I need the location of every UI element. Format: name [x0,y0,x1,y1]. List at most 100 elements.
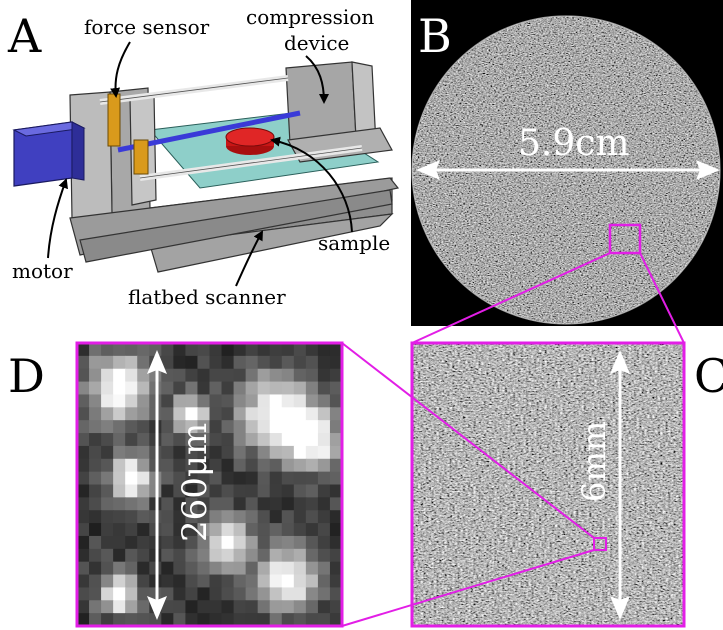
pixel-cell [161,433,174,447]
pixel-cell [125,510,138,524]
pixel-cell [173,484,187,498]
pixel-cell [221,420,235,434]
pixel-cell [89,574,102,589]
pixel-cell [173,600,187,614]
pixel-cell [113,484,126,498]
pixel-cell [197,343,211,357]
sample-illustration [225,127,275,155]
pixel-cell [257,407,271,421]
pixel-cell [329,535,343,550]
pixel-cell [281,433,295,447]
pixel-cell [257,535,271,550]
pixel-cell [197,484,211,498]
pixel-cell [317,574,331,589]
pixel-cell [317,420,331,434]
pixel-cell [233,497,247,511]
pixel-cell [89,368,102,383]
pixel-cell [185,510,199,524]
pixel-cell [173,355,187,370]
pixel-cell [257,523,271,537]
pixel-cell [149,343,162,357]
pixel-cell [113,420,126,434]
compression-device-label-line-1: compression [246,5,374,29]
pixel-cell [329,458,343,473]
pixel-cell [209,420,223,434]
pixel-cell [209,535,223,550]
pixel-cell [233,343,247,357]
pixel-cell [89,420,102,434]
pixel-cell [185,523,199,537]
pixel-cell [293,587,307,601]
pixel-cell [233,561,247,576]
pixel-cell [101,407,114,421]
pixel-cell [209,561,223,576]
pixel-cell [173,535,187,550]
pixel-cell [257,510,271,524]
pixel-cell [293,510,307,524]
compression-device-illustration [69,61,400,263]
pixel-cell [305,561,319,576]
zoom-connector-top [341,342,595,539]
pixel-cell [269,484,283,498]
pixel-cell [317,368,331,383]
pixel-cell [197,587,211,601]
pixel-cell [173,548,187,563]
panel-d: D 260μm [8,341,344,628]
pixel-cell [329,355,343,370]
pixel-cell [281,458,295,473]
pixel-cell [293,574,307,589]
pixel-cell [77,355,90,370]
pixel-cell [101,471,114,486]
pixel-cell [161,613,174,627]
pixel-cell [89,343,102,357]
pixel-cell [113,458,126,473]
pixel-cell [293,343,307,357]
pixel-cell [329,613,343,627]
pixel-cell [317,394,331,408]
pixel-cell [305,484,319,498]
pixel-cell [305,523,319,537]
panel-letter-a: A [7,9,42,63]
pixel-cell [221,574,235,589]
pixel-cell [305,355,319,370]
panel-letter-b: B [418,9,452,63]
pixel-cell [173,613,187,627]
pixel-cell [77,497,90,511]
pixel-cell [89,355,102,370]
pixel-cell [293,561,307,576]
pixel-cell [305,458,319,473]
pixel-cell [305,343,319,357]
pixel-cell [161,381,174,396]
pixel-cell [101,613,114,627]
pixel-cell [137,355,150,370]
pixel-cell [137,368,150,383]
pixel-cell [161,548,174,563]
pixel-cell [317,548,331,563]
pixel-cell [101,433,114,447]
pixel-cell [269,445,283,460]
pixel-cell [77,343,90,357]
pixel-cell [77,535,90,550]
zoom-connector-right [639,252,685,344]
pixel-cell [89,445,102,460]
pixel-cell [233,381,247,396]
pixel-cell [173,497,187,511]
pixel-cell [137,574,150,589]
pixel-cell [209,355,223,370]
pixel-cell [269,381,283,396]
pixel-cell [101,458,114,473]
pixel-cell [257,433,271,447]
pixel-cell [209,497,223,511]
pixel-cell [233,420,247,434]
pixel-cell [221,433,235,447]
scanner-label: flatbed scanner [128,285,286,309]
pixel-cell [137,394,150,408]
pixel-cell [137,600,150,614]
pixel-cell [257,484,271,498]
pixel-cell [197,548,211,563]
pixel-cell [173,433,187,447]
pixel-cell [197,613,211,627]
pixel-cell [197,497,211,511]
pixel-cell [233,355,247,370]
